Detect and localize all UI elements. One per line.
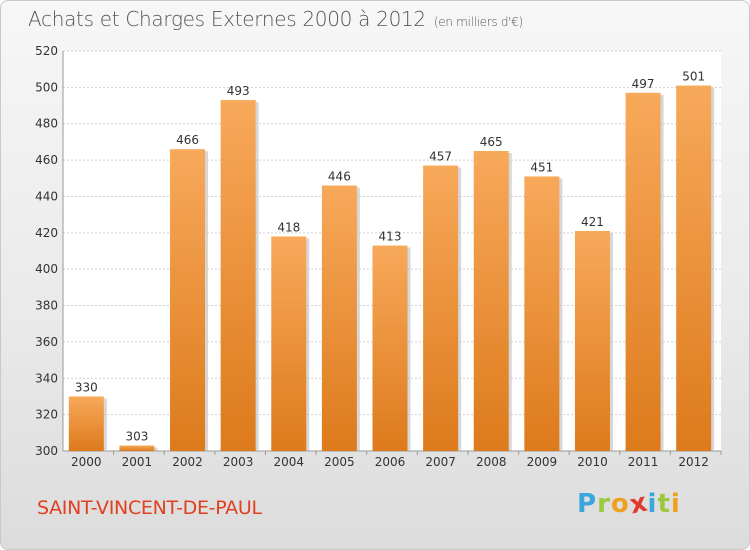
value-label: 451	[530, 160, 553, 174]
logo-letter: r	[597, 489, 611, 519]
title-text: Achats et Charges Externes 2000 à 2012	[28, 7, 426, 31]
bar-2008	[473, 151, 509, 451]
y-tick-label: 380	[35, 299, 58, 313]
y-tick-label: 300	[35, 444, 58, 458]
bar-2009	[524, 176, 560, 452]
y-tick-label: 360	[35, 335, 58, 349]
x-tick-label: 2006	[375, 455, 406, 469]
logo-letter: t	[657, 489, 671, 519]
bar-2011	[625, 92, 661, 452]
value-label: 457	[429, 150, 452, 164]
value-label: 421	[581, 215, 604, 229]
chart-subtitle: (en milliers d'€)	[433, 15, 523, 29]
proxiti-logo: Proxiti	[577, 487, 681, 520]
logo-letter: o	[610, 489, 630, 519]
x-tick-label: 2003	[223, 455, 254, 469]
y-tick-label: 400	[35, 262, 58, 276]
x-tick-label: 2007	[425, 455, 456, 469]
value-label: 465	[480, 135, 503, 149]
value-label: 303	[125, 430, 148, 444]
bar-2010	[574, 231, 610, 451]
y-tick-label: 520	[35, 44, 58, 58]
value-label: 501	[682, 70, 705, 84]
y-tick-label: 320	[35, 408, 58, 422]
y-tick-label: 440	[35, 189, 58, 203]
x-tick-label: 2009	[527, 455, 558, 469]
x-tick-label: 2008	[476, 455, 507, 469]
value-label: 330	[75, 380, 98, 394]
bar-2003	[220, 100, 256, 451]
chart-title: Achats et Charges Externes 2000 à 2012 (e…	[28, 7, 523, 31]
value-label: 446	[328, 170, 351, 184]
y-tick-label: 460	[35, 153, 58, 167]
bar-2000	[68, 396, 104, 451]
logo-letter: i	[647, 489, 658, 519]
y-tick-label: 420	[35, 226, 58, 240]
x-tick-label: 2012	[678, 455, 709, 469]
y-tick-label: 500	[35, 80, 58, 94]
x-tick-label: 2010	[577, 455, 608, 469]
logo-letter: i	[670, 489, 681, 519]
x-tick-label: 2002	[172, 455, 203, 469]
bar-2004	[271, 236, 307, 451]
x-tick-label: 2001	[122, 455, 153, 469]
value-label: 493	[227, 84, 250, 98]
bar-2005	[321, 185, 357, 451]
bar-2012	[676, 85, 712, 451]
bar-2007	[423, 165, 459, 451]
value-label: 497	[632, 77, 655, 91]
bar-2002	[170, 149, 206, 451]
x-tick-label: 2004	[273, 455, 304, 469]
value-label: 466	[176, 133, 199, 147]
value-label: 413	[379, 230, 402, 244]
value-label: 418	[277, 220, 300, 234]
x-tick-label: 2005	[324, 455, 355, 469]
bar-2006	[372, 245, 408, 451]
x-tick-label: 2011	[628, 455, 659, 469]
y-tick-label: 480	[35, 117, 58, 131]
bar-2001	[119, 445, 155, 451]
x-tick-label: 2000	[71, 455, 102, 469]
commune-name: SAINT-VINCENT-DE-PAUL	[37, 497, 262, 519]
y-tick-label: 340	[35, 371, 58, 385]
logo-letter: P	[577, 489, 598, 519]
